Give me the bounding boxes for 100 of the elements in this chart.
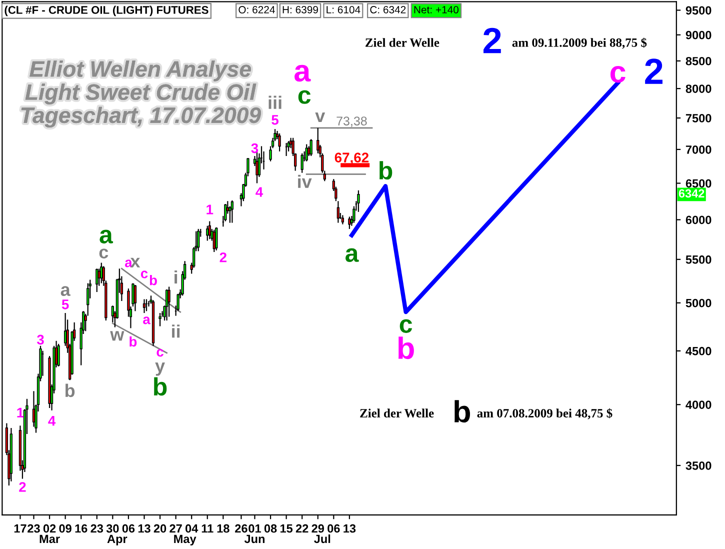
annotation: b bbox=[380, 161, 392, 180]
annotation: 2 bbox=[645, 58, 662, 84]
y-tick-label: 5500 bbox=[686, 255, 712, 264]
x2-tick-label: Jun bbox=[244, 534, 264, 544]
annotation: 5 bbox=[272, 115, 279, 125]
annotation: 4 bbox=[256, 187, 264, 197]
annotation: L: 6104 bbox=[326, 6, 360, 14]
annotation: C: 6342 bbox=[370, 6, 406, 14]
candlestick bbox=[215, 226, 218, 251]
x-tick-label: 23 bbox=[90, 524, 104, 533]
candlestick bbox=[287, 140, 290, 152]
annotation: a bbox=[345, 248, 359, 262]
annotation: a bbox=[100, 230, 114, 244]
candlestick bbox=[357, 190, 360, 212]
y-tick-label: 7500 bbox=[686, 114, 712, 122]
annotation: 4 bbox=[48, 416, 56, 426]
candlestick bbox=[197, 228, 200, 252]
annotation: b bbox=[154, 377, 167, 396]
annotation: v bbox=[315, 112, 326, 122]
x-tick-label: 13 bbox=[138, 524, 150, 533]
annotation: 5 bbox=[62, 300, 69, 310]
x2-tick-label: Apr bbox=[107, 534, 128, 546]
x2-tick-label: Jul bbox=[314, 534, 330, 544]
annotation: Ziel der Welle bbox=[360, 408, 434, 418]
annotation: H: 6399 bbox=[282, 6, 318, 14]
y-tick-label: 4500 bbox=[686, 346, 712, 356]
annotation: x bbox=[130, 258, 140, 268]
x-tick-label: 29 bbox=[312, 524, 324, 533]
y-tick-label: 4000 bbox=[686, 400, 712, 409]
annotation: iii bbox=[268, 96, 282, 109]
annotation: a bbox=[125, 260, 132, 268]
y-tick-label: 9000 bbox=[686, 30, 712, 40]
annotation: c bbox=[400, 319, 412, 333]
annotation: am 07.08.2009 bei 48,75 $ bbox=[477, 408, 612, 420]
annotation: 67,62 bbox=[334, 152, 369, 164]
annotation: b bbox=[66, 384, 75, 398]
candlestick bbox=[142, 298, 146, 314]
annotation: iv bbox=[298, 174, 312, 188]
x-tick-label: 06 bbox=[122, 524, 135, 533]
annotation: ii bbox=[172, 324, 180, 338]
x-tick-label: 15 bbox=[280, 524, 293, 533]
candlestick bbox=[168, 286, 170, 318]
annotation: 2 bbox=[220, 252, 226, 262]
candlestick bbox=[206, 225, 209, 242]
y-tick-label: 9500 bbox=[686, 6, 712, 15]
x-tick-label: 13 bbox=[344, 524, 356, 533]
x-tick-label: 08 bbox=[264, 524, 277, 533]
x2-tick-label: Mar bbox=[40, 534, 60, 544]
x-tick-label: 18 bbox=[217, 524, 230, 533]
x-tick-label: 04 bbox=[186, 524, 198, 533]
candlestick bbox=[336, 200, 340, 224]
text: 6342 bbox=[678, 189, 704, 198]
annotation: am 09.11.2009 bei 88,75 $ bbox=[512, 38, 647, 49]
annotation: Net: +140 bbox=[414, 6, 459, 14]
x-tick-label: 20 bbox=[154, 524, 166, 533]
y-tick-label: 3500 bbox=[686, 462, 712, 470]
x-tick-label: 01 bbox=[248, 524, 261, 533]
annotation: a bbox=[143, 316, 150, 324]
annotation: 1 bbox=[206, 204, 214, 214]
y-tick-label: 6000 bbox=[686, 216, 712, 224]
candlestick bbox=[300, 152, 304, 174]
annotation: 2 bbox=[19, 482, 26, 492]
annotation: b bbox=[398, 336, 414, 360]
annotation: O: 6224 bbox=[238, 6, 275, 14]
candlestick bbox=[100, 262, 103, 284]
candlestick bbox=[316, 127, 320, 154]
candlestick bbox=[176, 293, 180, 312]
x-tick-label: 23 bbox=[28, 524, 40, 533]
annotation: c bbox=[99, 248, 108, 258]
x-tick-label: 17 bbox=[14, 524, 26, 533]
annotation: c bbox=[140, 270, 148, 278]
y-tick-label: 8500 bbox=[686, 56, 712, 66]
annotation: c bbox=[610, 66, 626, 83]
x-tick-label: 16 bbox=[75, 524, 88, 533]
annotation: a bbox=[60, 286, 70, 296]
candlestick bbox=[230, 200, 234, 224]
x-tick-label: 30 bbox=[106, 524, 119, 533]
annotation: w bbox=[110, 331, 124, 341]
x-tick-label: 11 bbox=[202, 524, 214, 533]
annotation: b bbox=[454, 400, 470, 423]
annotation: c bbox=[298, 90, 311, 104]
x2-tick-label: May bbox=[174, 534, 196, 546]
text: Elliot Wellen Analyse Light Sweet Crude Oil Tageschart, 17.07.2009 bbox=[21, 60, 261, 128]
x-tick-label: 26 bbox=[235, 524, 248, 533]
candlestick bbox=[341, 214, 344, 225]
annotation: y bbox=[155, 362, 165, 376]
x-tick-label: 22 bbox=[296, 524, 308, 533]
chart-title: (CL #F - CRUDE OIL (LIGHT) FUTURES bbox=[4, 6, 208, 16]
y-tick-label: 7000 bbox=[686, 145, 712, 154]
annotation: 73,38 bbox=[336, 116, 367, 127]
y-tick-label: 5000 bbox=[686, 298, 712, 308]
annotation: b bbox=[150, 275, 157, 286]
annotation: Ziel der Welle bbox=[366, 38, 440, 47]
annotation: i bbox=[174, 270, 178, 284]
x-tick-label: 06 bbox=[328, 524, 340, 533]
annotation: c bbox=[156, 349, 164, 357]
annotation: 2 bbox=[483, 28, 501, 54]
candlestick bbox=[310, 138, 312, 157]
x-tick-label: 09 bbox=[59, 524, 72, 533]
candlestick bbox=[96, 268, 98, 293]
